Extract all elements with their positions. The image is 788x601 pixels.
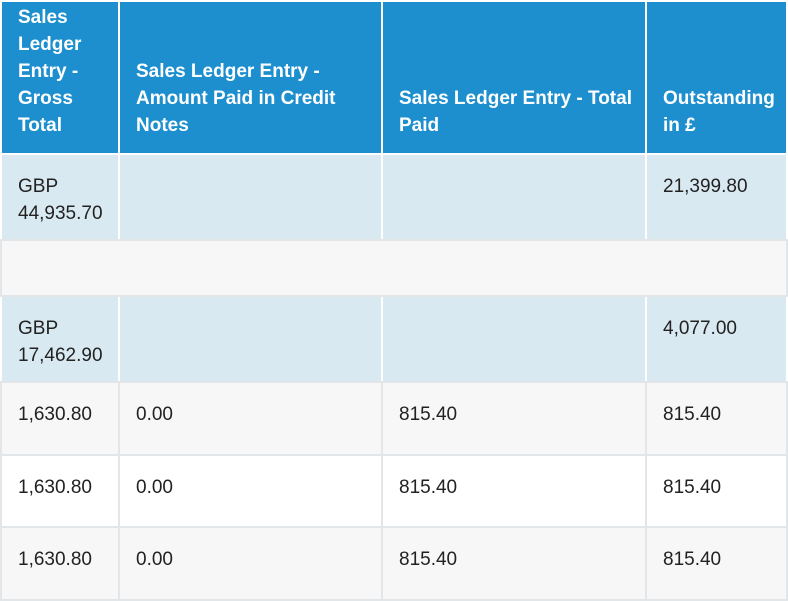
column-header-outstanding[interactable]: Outstanding in £ [645, 0, 788, 155]
cell-total-paid: 815.40 [381, 454, 647, 528]
cell-credit-notes [118, 295, 383, 383]
table-row: 1,630.80 0.00 815.40 815.40 [0, 381, 788, 456]
cell-credit-notes: 0.00 [118, 454, 383, 528]
cell-total-paid [381, 153, 647, 241]
cell-credit-notes: 0.00 [118, 381, 383, 456]
cell-gross-total: GBP 44,935.70 [0, 153, 120, 241]
cell-empty [0, 239, 788, 297]
cell-outstanding: 21,399.80 [645, 153, 788, 241]
column-header-total-paid[interactable]: Sales Ledger Entry - Total Paid [381, 0, 647, 155]
column-header-gross-total[interactable]: Sales Ledger Entry - Gross Total [0, 0, 120, 155]
table-row: 1,630.80 0.00 815.40 815.40 [0, 526, 788, 601]
table-row-empty [0, 239, 788, 297]
cell-gross-total: 1,630.80 [0, 454, 120, 528]
cell-gross-total: 1,630.80 [0, 526, 120, 601]
table-row: GBP 44,935.70 21,399.80 [0, 153, 788, 241]
cell-total-paid [381, 295, 647, 383]
table-row: GBP 17,462.90 4,077.00 [0, 295, 788, 383]
column-header-credit-notes[interactable]: Sales Ledger Entry - Amount Paid in Cred… [118, 0, 383, 155]
table-row: 1,630.80 0.00 815.40 815.40 [0, 454, 788, 528]
cell-gross-total: GBP 17,462.90 [0, 295, 120, 383]
cell-gross-total: 1,630.80 [0, 381, 120, 456]
cell-outstanding: 815.40 [645, 454, 788, 528]
cell-total-paid: 815.40 [381, 526, 647, 601]
cell-outstanding: 815.40 [645, 381, 788, 456]
cell-credit-notes [118, 153, 383, 241]
cell-total-paid: 815.40 [381, 381, 647, 456]
cell-credit-notes: 0.00 [118, 526, 383, 601]
cell-outstanding: 4,077.00 [645, 295, 788, 383]
cell-outstanding: 815.40 [645, 526, 788, 601]
table-header-row: Sales Ledger Entry - Gross Total Sales L… [0, 0, 788, 155]
